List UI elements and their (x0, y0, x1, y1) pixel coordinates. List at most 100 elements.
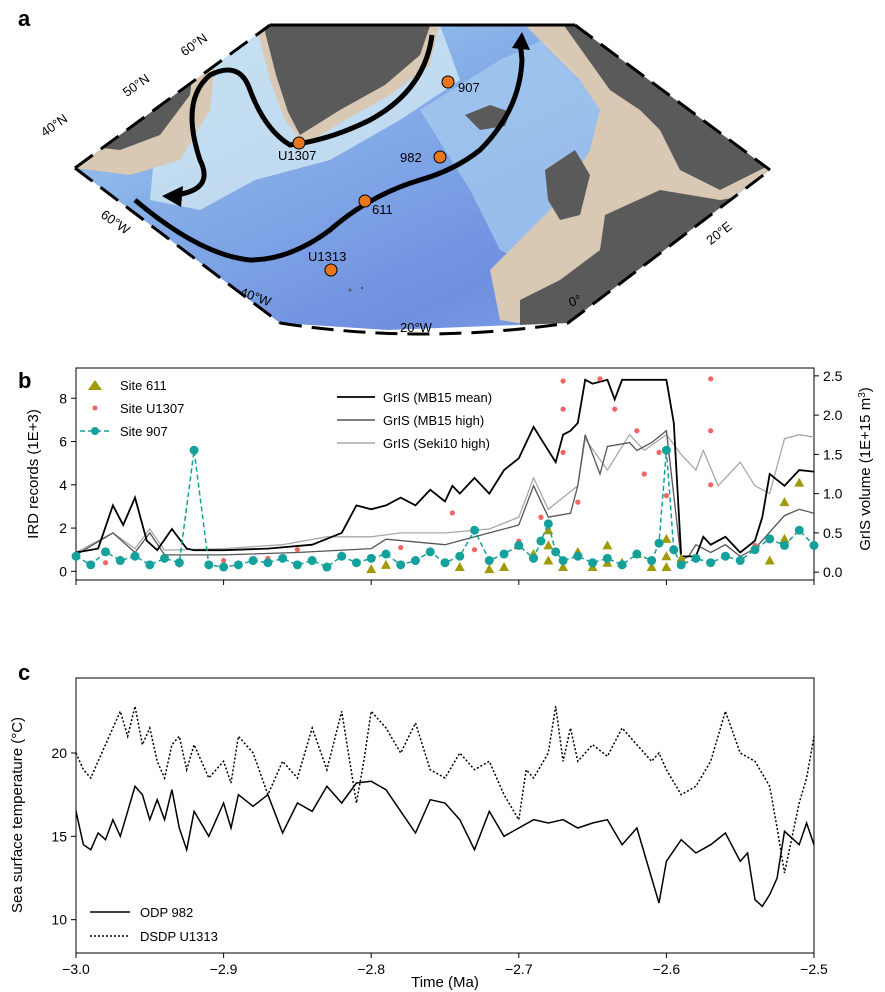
panel-c-legend: ODP 982 DSDP U1313 (90, 905, 218, 944)
right-tick-label: 0.5 (823, 525, 843, 541)
point-site-u1307 (398, 544, 404, 551)
point-site-907 (366, 553, 376, 563)
lat-label-40n: 40°N (38, 111, 70, 140)
right-tick-label: 2.0 (823, 407, 843, 423)
svg-text:Site U1307: Site U1307 (120, 401, 184, 416)
series-line-gris-mb15-high- (75, 429, 815, 562)
point-site-611 (794, 477, 805, 487)
svg-text:U1313: U1313 (308, 249, 346, 264)
point-site-907 (551, 547, 561, 557)
left-tick-label: 8 (59, 390, 67, 406)
point-site-907 (588, 558, 598, 568)
current-arrowhead-north (512, 32, 530, 50)
point-site-611 (661, 551, 672, 561)
panel-c-frame (75, 677, 815, 954)
lat-label-60n: 60°N (178, 30, 210, 59)
british-isles-land (545, 150, 590, 220)
point-site-611 (602, 540, 613, 550)
point-site-611 (764, 555, 775, 565)
point-site-907 (278, 553, 288, 563)
panel-c-letter: c (18, 660, 30, 685)
site-982: 982 (400, 150, 447, 165)
map-frame-west (74, 23, 271, 170)
left-tick-label: 2 (59, 520, 67, 536)
point-site-u1307 (221, 557, 227, 564)
point-site-611 (558, 562, 569, 572)
panel-b-x-ticks (75, 580, 815, 585)
map-frame-southwest (74, 166, 281, 325)
point-site-907 (558, 556, 568, 566)
point-site-907 (691, 553, 701, 563)
lon-label-20e: 20°E (703, 218, 735, 247)
point-site-907 (706, 558, 716, 568)
y-tick-label: 10 (51, 912, 67, 928)
point-site-611 (661, 562, 672, 572)
point-site-611 (779, 497, 790, 507)
site-u1307: U1307 (278, 136, 316, 163)
panel-b-legend-left: Site 611 Site U1307 Site 907 (80, 378, 184, 439)
point-site-907 (440, 558, 450, 568)
point-site-907 (101, 547, 111, 557)
site-611: 611 (358, 194, 393, 217)
greenland-land (262, 25, 432, 135)
series-line-gris-seki10-high- (75, 433, 815, 554)
right-tick-label: 0.0 (823, 564, 843, 580)
point-site-u1307 (294, 547, 300, 553)
panel-c-y-axis-label: Sea surface temperature (°C) (9, 717, 26, 913)
legend-site-611: Site 611 (88, 378, 167, 393)
right-tick-label: 1.0 (823, 486, 843, 502)
panel-b-left-axis-label: IRD records (1E+3) (25, 409, 42, 539)
point-site-907 (396, 560, 406, 570)
panel-c-chart: c 10 15 20 −3.0 −2.9 −2.8 −2.7 −2.6 −2.5 Sea su… (9, 660, 828, 991)
point-site-611 (543, 555, 554, 565)
panel-b-right-axis: 0.0 0.5 1.0 1.5 2.0 2.5 (814, 368, 843, 580)
point-site-611 (484, 564, 495, 574)
point-site-907 (410, 556, 420, 566)
point-site-611 (661, 533, 672, 543)
point-site-611 (779, 533, 790, 543)
lon-label-60w: 60°W (98, 207, 133, 238)
point-site-907 (514, 540, 524, 550)
point-site-907 (735, 556, 745, 566)
x-tick-label: −2.9 (210, 961, 238, 977)
series-line-gris-mb15-mean- (75, 378, 815, 558)
right-tick-label: 1.5 (823, 446, 843, 462)
panel-b-legend-right: GrIS (MB15 mean) GrIS (MB15 high) GrIS (… (337, 390, 492, 451)
lat-label-50n: 50°N (120, 71, 152, 100)
point-site-907 (145, 560, 155, 570)
y-tick-label: 15 (51, 828, 67, 844)
point-site-907 (499, 549, 509, 559)
point-site-611 (646, 562, 657, 572)
point-site-907 (794, 525, 804, 535)
site-907: 907 (441, 75, 480, 95)
point-site-907 (543, 519, 553, 529)
point-site-907 (130, 551, 140, 561)
point-site-u1307 (708, 428, 714, 434)
point-site-907 (292, 560, 302, 570)
legend-odp-982: ODP 982 (90, 905, 193, 920)
point-site-u1307 (597, 376, 603, 382)
point-site-907 (661, 445, 671, 455)
point-site-u1307 (612, 406, 618, 412)
legend-grls-seki10-high: GrIS (Seki10 high) (337, 436, 490, 451)
point-site-907 (233, 560, 243, 570)
panel-c-plot-area (75, 706, 815, 908)
point-site-907 (86, 560, 96, 570)
x-tick-label: −2.7 (505, 961, 533, 977)
panel-c-y-axis: 10 15 20 (51, 745, 76, 928)
point-site-907 (351, 558, 361, 568)
point-site-907 (654, 538, 664, 548)
point-site-u1307 (560, 378, 566, 384)
point-site-907 (573, 551, 583, 561)
panel-b-chart: b 0 2 4 6 8 0.0 0.5 1.0 1.5 2.0 2.5 IRD records (… (18, 367, 874, 585)
point-site-907 (536, 536, 546, 546)
point-site-u1307 (575, 499, 581, 505)
left-tick-label: 4 (59, 477, 67, 493)
svg-text:982: 982 (400, 150, 422, 165)
legend-site-u1307: Site U1307 (92, 401, 184, 416)
point-site-u1307 (538, 514, 544, 520)
point-site-611 (380, 559, 391, 569)
series-line-odp-982 (75, 780, 815, 908)
point-site-u1307 (471, 547, 478, 553)
x-tick-label: −2.8 (357, 961, 385, 977)
